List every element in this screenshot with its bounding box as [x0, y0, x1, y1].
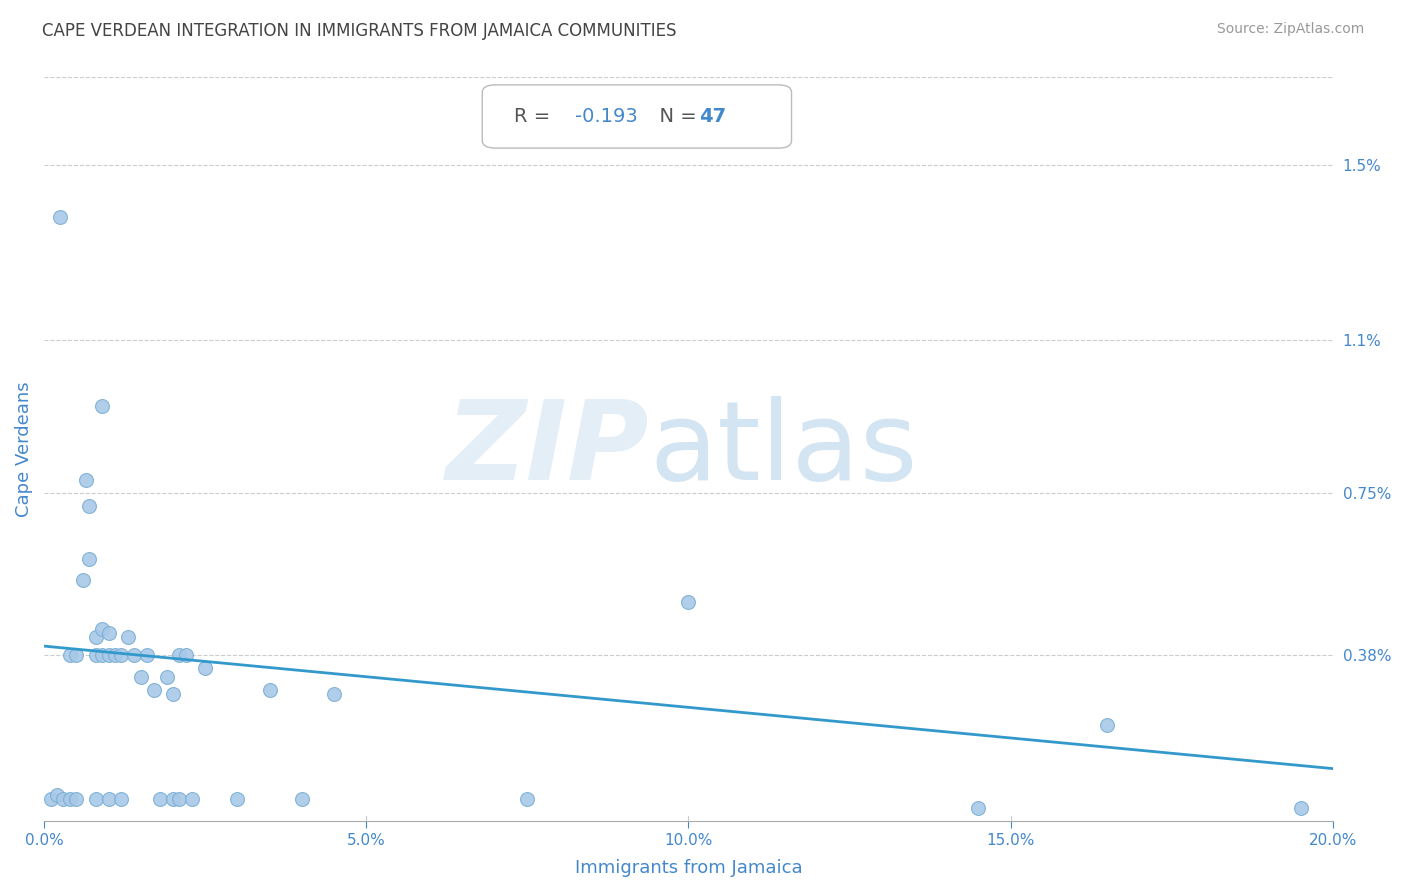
Point [129, 670, 152, 684]
Point [91, 622, 114, 636]
Point [323, 687, 346, 701]
Text: R =: R = [515, 107, 557, 126]
Point [194, 661, 217, 675]
Point [65, 648, 87, 662]
Point [77, 499, 100, 513]
Point [516, 792, 538, 806]
Point [162, 687, 184, 701]
Text: atlas: atlas [650, 396, 918, 503]
Point [77, 551, 100, 566]
Point [75, 473, 97, 487]
Point [39, 792, 62, 806]
Point [46, 788, 69, 802]
Text: N =: N = [647, 107, 703, 126]
Point [49, 211, 72, 225]
Point [117, 631, 139, 645]
Point [149, 792, 172, 806]
Point [174, 648, 197, 662]
Point [169, 792, 191, 806]
Point [181, 792, 204, 806]
Point [1097, 718, 1119, 732]
Y-axis label: Cape Verdeans: Cape Verdeans [15, 382, 32, 517]
Point [84, 648, 107, 662]
Point [142, 682, 165, 697]
Text: -0.193: -0.193 [575, 107, 638, 126]
Point [1289, 801, 1312, 815]
Point [59, 792, 82, 806]
Point [84, 631, 107, 645]
Point [84, 792, 107, 806]
Point [162, 792, 184, 806]
Point [97, 648, 120, 662]
Point [104, 648, 127, 662]
Point [59, 648, 82, 662]
Point [65, 792, 87, 806]
Text: ZIP: ZIP [446, 396, 650, 503]
Point [678, 595, 700, 609]
Point [97, 626, 120, 640]
FancyBboxPatch shape [482, 85, 792, 148]
Point [291, 792, 314, 806]
Point [110, 792, 132, 806]
Point [226, 792, 249, 806]
Point [72, 574, 94, 588]
Point [91, 648, 114, 662]
Point [97, 792, 120, 806]
Point [967, 801, 990, 815]
Point [124, 648, 146, 662]
X-axis label: Immigrants from Jamaica: Immigrants from Jamaica [575, 859, 803, 877]
Point [110, 648, 132, 662]
Point [91, 399, 114, 413]
Text: Source: ZipAtlas.com: Source: ZipAtlas.com [1216, 22, 1364, 37]
Point [169, 648, 191, 662]
Point [155, 670, 177, 684]
Point [136, 648, 159, 662]
Text: 47: 47 [699, 107, 725, 126]
Point [52, 792, 75, 806]
Point [259, 682, 281, 697]
Text: CAPE VERDEAN INTEGRATION IN IMMIGRANTS FROM JAMAICA COMMUNITIES: CAPE VERDEAN INTEGRATION IN IMMIGRANTS F… [42, 22, 676, 40]
